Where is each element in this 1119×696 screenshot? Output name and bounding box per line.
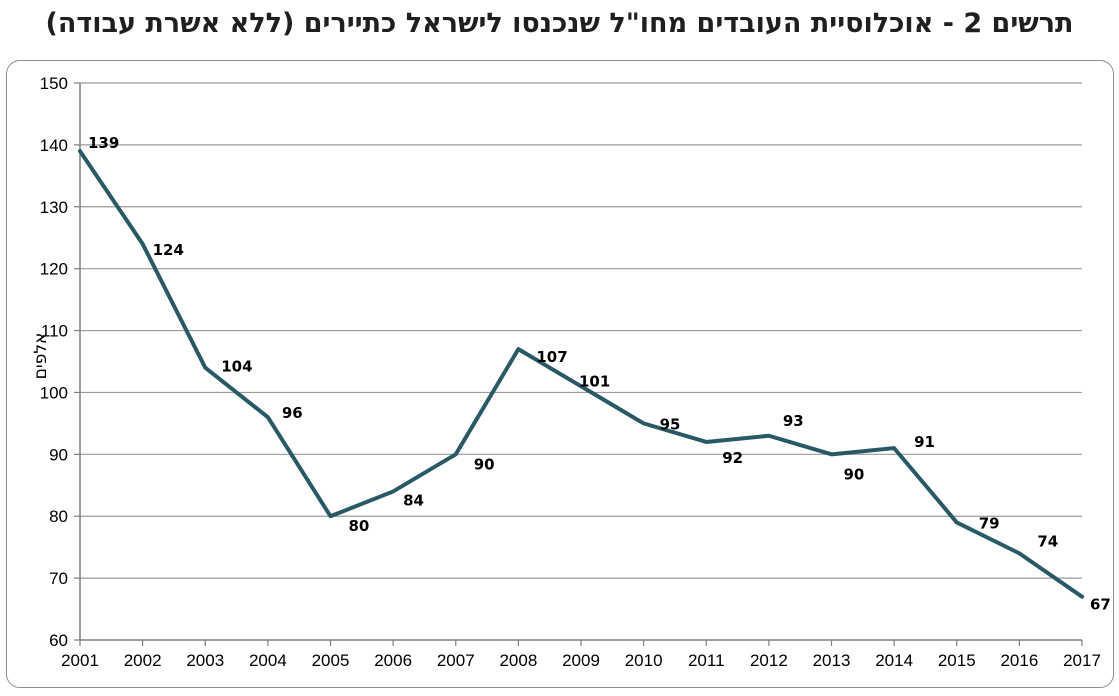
data-labels: 139 124 104 96 80 84 90 107 101 95 92 93 90 91 79 74 67 bbox=[88, 134, 1111, 614]
data-label: 67 bbox=[1090, 596, 1111, 614]
y-tick-label: 120 bbox=[40, 260, 68, 279]
data-label: 92 bbox=[722, 449, 743, 467]
y-tick-label: 100 bbox=[40, 383, 68, 402]
data-label: 101 bbox=[579, 372, 610, 390]
x-tick-label: 2015 bbox=[938, 651, 976, 670]
gridlines bbox=[80, 82, 1082, 579]
x-tick-label: 2014 bbox=[875, 651, 913, 670]
data-label: 90 bbox=[844, 465, 865, 483]
data-label: 79 bbox=[979, 514, 1000, 532]
x-tick-label: 2001 bbox=[61, 651, 99, 670]
y-tick-labels: 60 70 80 90 100 110 120 130 140 150 bbox=[40, 74, 68, 650]
data-label: 124 bbox=[153, 241, 184, 259]
x-tick-label: 2011 bbox=[688, 651, 725, 670]
data-label: 90 bbox=[474, 455, 495, 473]
x-tick-label: 2012 bbox=[750, 651, 788, 670]
y-tick-label: 90 bbox=[49, 445, 68, 464]
x-tick-label: 2004 bbox=[249, 651, 287, 670]
data-label: 95 bbox=[660, 415, 681, 433]
x-tick-label: 2005 bbox=[312, 651, 350, 670]
x-tick-label: 2008 bbox=[499, 651, 537, 670]
x-tick-label: 2013 bbox=[813, 651, 851, 670]
y-tick-label: 140 bbox=[40, 136, 68, 155]
data-label: 91 bbox=[914, 433, 935, 451]
x-tick-label: 2003 bbox=[186, 651, 224, 670]
data-label: 104 bbox=[221, 358, 252, 376]
data-label: 84 bbox=[403, 491, 424, 509]
data-label: 74 bbox=[1037, 532, 1058, 550]
y-tick-label: 130 bbox=[40, 198, 68, 217]
y-tick-label: 110 bbox=[41, 322, 68, 341]
y-tick-label: 70 bbox=[49, 569, 68, 588]
x-tick-labels: 2001 2002 2003 2004 2005 2006 2007 2008 2009 2010… bbox=[61, 651, 1101, 670]
y-axis-label: אלפים bbox=[31, 333, 51, 380]
chart-title: תרשים 2 - אוכלוסיית העובדים מחו"ל שנכנסו… bbox=[45, 8, 1074, 39]
x-tick-label: 2010 bbox=[625, 651, 663, 670]
data-label: 96 bbox=[282, 404, 303, 422]
data-label: 93 bbox=[783, 412, 804, 430]
data-label: 107 bbox=[536, 348, 567, 366]
x-tick-label: 2016 bbox=[1000, 651, 1038, 670]
x-tick-label: 2017 bbox=[1063, 651, 1101, 670]
x-tick-label: 2007 bbox=[437, 651, 475, 670]
y-tick-label: 150 bbox=[40, 74, 68, 93]
x-tick-label: 2009 bbox=[562, 651, 600, 670]
series-line bbox=[78, 149, 1084, 599]
y-tick-label: 60 bbox=[49, 631, 68, 650]
data-label: 139 bbox=[88, 134, 119, 152]
data-label: 80 bbox=[349, 517, 370, 535]
y-tick-label: 80 bbox=[49, 507, 68, 526]
x-tick-label: 2006 bbox=[374, 651, 412, 670]
x-tick-label: 2002 bbox=[124, 651, 162, 670]
axes bbox=[74, 82, 1083, 646]
